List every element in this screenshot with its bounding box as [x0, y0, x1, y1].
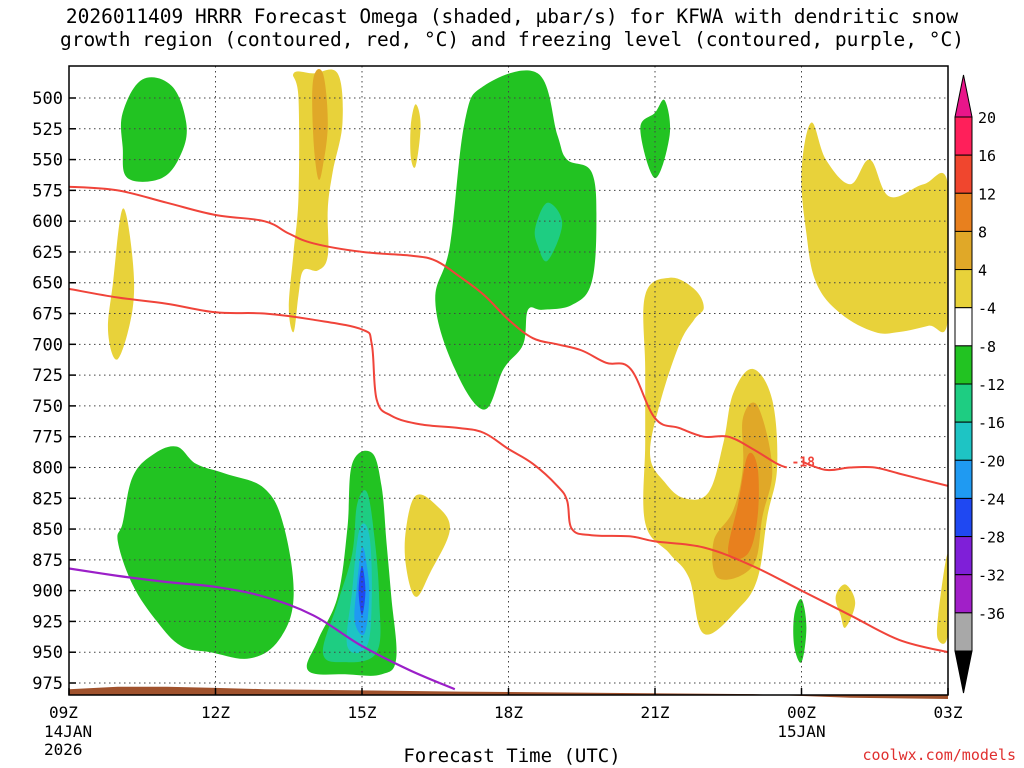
y-tick-label-800: 800 [32, 458, 63, 478]
omega-region-pos-4 [404, 494, 450, 597]
colorbar-swatch-9 [954, 459, 973, 499]
colorbar-label-16: 16 [978, 147, 996, 165]
colorbar-label--28: -28 [978, 529, 1005, 547]
colorbar-swatch-4 [954, 269, 973, 309]
x-tick-label-21Z: 21Z [641, 703, 670, 722]
axis-layer: 500 525 550 575 600 625 650 675 700 725 750 775 800 8… [32, 89, 963, 759]
y-tick-label-825: 825 [32, 489, 63, 509]
omega-shading-layer [107, 68, 948, 676]
omega-region-pos-9 [835, 584, 856, 628]
colorbar-swatch-6 [954, 345, 973, 385]
colorbar-swatch-2 [954, 192, 973, 232]
colorbar-label--4: -4 [978, 300, 996, 318]
omega-region-pos-8 [728, 452, 759, 560]
y-tick-label-875: 875 [32, 551, 63, 571]
omega-region-neg-2 [534, 202, 563, 262]
colorbar-label--20: -20 [978, 452, 1005, 470]
y-tick-label-550: 550 [32, 151, 63, 171]
y-tick-label-900: 900 [32, 582, 63, 602]
colorbar-top-arrow [954, 74, 973, 118]
y-tick-label-650: 650 [32, 274, 63, 294]
omega-region-neg-1 [435, 70, 597, 410]
colorbar-swatch-11 [954, 536, 973, 576]
y-tick-label-950: 950 [32, 643, 63, 663]
omega-region-neg-9 [358, 566, 366, 616]
x-tick-label-09Z: 09Z [49, 703, 78, 722]
colorbar-bottom-arrow [954, 650, 973, 694]
colorbar-swatch-13 [954, 612, 973, 652]
x-tick-date-15JAN: 15JAN [777, 722, 825, 741]
colorbar-label--36: -36 [978, 605, 1005, 623]
y-tick-label-750: 750 [32, 397, 63, 417]
x-tick-label-03Z: 03Z [934, 703, 963, 722]
colorbar-label-8: 8 [978, 223, 987, 241]
x-tick-date-14JAN: 14JAN [44, 722, 92, 741]
y-tick-label-725: 725 [32, 366, 63, 386]
x-tick-year-2026: 2026 [44, 740, 83, 759]
omega-region-pos-5 [801, 122, 948, 334]
colorbar-label-4: 4 [978, 262, 987, 280]
y-tick-label-625: 625 [32, 243, 63, 263]
omega-region-pos-3 [410, 104, 421, 168]
y-tick-label-775: 775 [32, 428, 63, 448]
dgz-contour-0 [69, 185, 788, 469]
x-tick-label-18Z: 18Z [494, 703, 523, 722]
y-tick-label-925: 925 [32, 612, 63, 632]
omega-region-pos-0 [107, 208, 135, 360]
colorbar-label--16: -16 [978, 414, 1005, 432]
y-tick-label-600: 600 [32, 212, 63, 232]
colorbar: 20 16 12 8 4 -4 -8 -12 -16 -20 -24 -28 -32 -36 [954, 74, 1005, 694]
dgz-contour-2 [69, 287, 948, 654]
colorbar-swatch-1 [954, 154, 973, 194]
attribution-link[interactable]: coolwx.com/models [862, 746, 1016, 764]
colorbar-swatch-10 [954, 497, 973, 538]
colorbar-label--32: -32 [978, 567, 1005, 585]
colorbar-label--24: -24 [978, 490, 1005, 508]
colorbar-swatch-12 [954, 574, 973, 614]
chart-title-line-2: growth region (contoured, red, °C) and f… [60, 28, 964, 51]
y-tick-label-700: 700 [32, 335, 63, 355]
y-tick-label-575: 575 [32, 181, 63, 201]
y-tick-label-975: 975 [32, 674, 63, 694]
colorbar-label-12: 12 [978, 185, 996, 203]
omega-region-neg-0 [120, 77, 187, 182]
x-tick-label-00Z: 00Z [787, 703, 816, 722]
colorbar-label-20: 20 [978, 109, 996, 127]
colorbar-swatch-0 [954, 116, 973, 156]
omega-region-neg-10 [793, 598, 807, 663]
omega-region-neg-4 [117, 446, 294, 659]
colorbar-label--8: -8 [978, 338, 996, 356]
y-tick-label-850: 850 [32, 520, 63, 540]
y-tick-label-500: 500 [32, 89, 63, 109]
freezing-level-contour [69, 567, 456, 691]
chart-title-line-1: 2026011409 HRRR Forecast Omega (shaded, … [65, 5, 959, 28]
contour-label-minus-18: -18 [792, 455, 816, 470]
omega-region-pos-1 [288, 69, 343, 333]
colorbar-swatch-5 [954, 307, 973, 347]
dgz-contour-1 [801, 460, 948, 487]
contour-layer [69, 185, 948, 691]
x-tick-label-15Z: 15Z [348, 703, 377, 722]
colorbar-swatch-3 [954, 230, 973, 271]
colorbar-label--12: -12 [978, 376, 1005, 394]
omega-region-neg-3 [640, 99, 671, 179]
colorbar-swatch-8 [954, 421, 973, 461]
x-axis-title: Forecast Time (UTC) [403, 745, 621, 767]
y-tick-label-675: 675 [32, 305, 63, 325]
omega-region-pos-2 [312, 68, 328, 180]
y-tick-label-525: 525 [32, 120, 63, 140]
x-tick-label-12Z: 12Z [201, 703, 230, 722]
colorbar-swatch-7 [954, 383, 973, 423]
